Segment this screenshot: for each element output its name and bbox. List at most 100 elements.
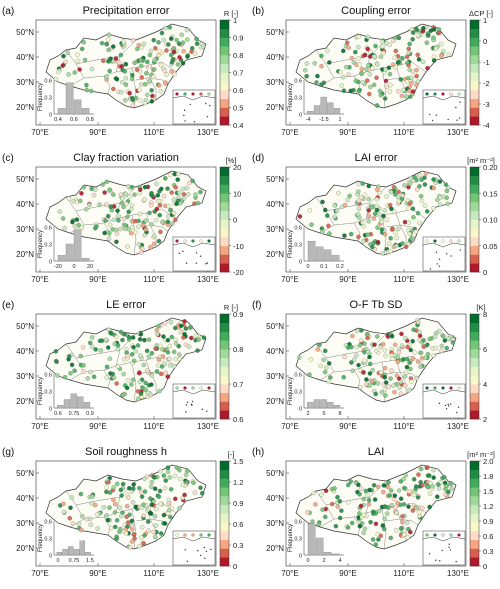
station-dot xyxy=(441,334,446,339)
hist-xtick-label: 5 xyxy=(322,411,325,417)
station-dot xyxy=(349,520,355,526)
hist-ylabel: Frequency xyxy=(288,83,294,111)
station-dot xyxy=(341,48,346,54)
colorbar-tick-label: 0.6 xyxy=(483,532,493,541)
lon-tick-label: 110°E xyxy=(143,569,164,578)
station-dot xyxy=(334,208,340,214)
station-dot xyxy=(425,465,430,470)
colorbar-segment xyxy=(470,504,479,514)
hist-bar xyxy=(70,393,77,409)
lon-tick-label: 110°E xyxy=(143,275,164,284)
station-dot xyxy=(198,485,203,490)
station-dot xyxy=(423,171,429,176)
station-dot xyxy=(104,375,110,380)
station-dot xyxy=(131,358,137,364)
station-dot xyxy=(184,468,190,474)
station-dot xyxy=(391,383,396,388)
station-dot xyxy=(374,207,380,213)
station-dot xyxy=(105,345,111,350)
station-dot xyxy=(95,512,100,517)
inset-island xyxy=(441,549,443,552)
station-dot xyxy=(341,374,346,380)
lat-tick-label: 50°N xyxy=(266,469,284,478)
lon-tick-label: 110°E xyxy=(393,422,414,431)
station-dot xyxy=(129,202,135,208)
station-dot xyxy=(68,371,73,376)
station-dot xyxy=(415,79,421,84)
inset-island xyxy=(438,402,441,405)
inset-island xyxy=(182,250,184,253)
station-dot xyxy=(157,388,162,394)
colorbar-segment xyxy=(470,478,479,488)
station-dot xyxy=(62,374,68,380)
station-dot xyxy=(392,389,397,395)
station-dot xyxy=(344,40,350,46)
station-dot xyxy=(207,533,211,537)
station-dot xyxy=(102,230,107,236)
station-dot xyxy=(122,69,128,74)
station-dot xyxy=(164,347,169,352)
colorbar-segment xyxy=(470,90,479,100)
station-dot xyxy=(199,239,203,243)
station-dot xyxy=(72,70,77,75)
station-dot xyxy=(135,388,141,394)
station-dot xyxy=(158,371,164,377)
hist-xtick-label: 2 xyxy=(306,411,309,417)
station-dot xyxy=(149,373,155,379)
station-dot xyxy=(386,241,392,246)
station-dot xyxy=(425,65,430,71)
station-dot xyxy=(442,338,448,343)
station-dot xyxy=(324,365,329,370)
station-dot xyxy=(129,231,134,236)
station-dot xyxy=(438,41,444,47)
station-dot xyxy=(144,368,150,373)
station-dot xyxy=(354,344,359,350)
station-dot xyxy=(366,213,372,218)
station-dot xyxy=(150,93,155,99)
station-dot xyxy=(172,71,177,77)
station-dot xyxy=(357,62,362,67)
inset-coast xyxy=(422,95,466,101)
province-border xyxy=(385,518,401,522)
station-dot xyxy=(114,239,119,245)
hist-bar xyxy=(327,102,334,115)
colorbar-tick-label: 10 xyxy=(233,189,241,198)
station-dot xyxy=(110,227,115,232)
lon-tick-label: 130°E xyxy=(447,422,469,431)
station-dot xyxy=(326,223,331,229)
station-dot xyxy=(348,88,353,94)
station-dot xyxy=(78,198,83,204)
station-dot xyxy=(63,59,68,65)
station-dot xyxy=(88,522,93,527)
station-dot xyxy=(168,514,173,520)
station-dot xyxy=(400,193,405,198)
station-dot xyxy=(361,496,366,502)
colorbar-tick-label: 1.5 xyxy=(233,457,243,466)
station-dot xyxy=(337,515,343,521)
station-dot xyxy=(125,377,131,383)
station-dot xyxy=(81,184,87,190)
station-dot xyxy=(418,193,424,199)
station-dot xyxy=(392,493,398,498)
hist-bar xyxy=(331,255,340,262)
station-dot xyxy=(136,224,141,229)
station-dot xyxy=(155,193,161,198)
station-dot xyxy=(115,481,120,487)
station-dot xyxy=(173,341,179,346)
station-dot xyxy=(398,379,404,385)
colorbar-segment xyxy=(470,175,479,185)
station-dot xyxy=(375,239,381,245)
station-dot xyxy=(61,509,67,515)
station-dot xyxy=(346,72,351,77)
station-dot xyxy=(130,97,136,102)
panel-letter: (c) xyxy=(2,153,14,164)
inset-island xyxy=(183,109,186,111)
panel-letter: (d) xyxy=(252,153,264,164)
station-dot xyxy=(143,227,149,232)
station-dot xyxy=(367,371,373,376)
station-dot xyxy=(195,200,201,206)
hist-ylabel: Frequency xyxy=(288,524,294,552)
panel-title: LE error xyxy=(106,299,146,311)
colorbar-label: [m² m⁻²] xyxy=(467,450,495,459)
station-dot xyxy=(407,41,412,47)
